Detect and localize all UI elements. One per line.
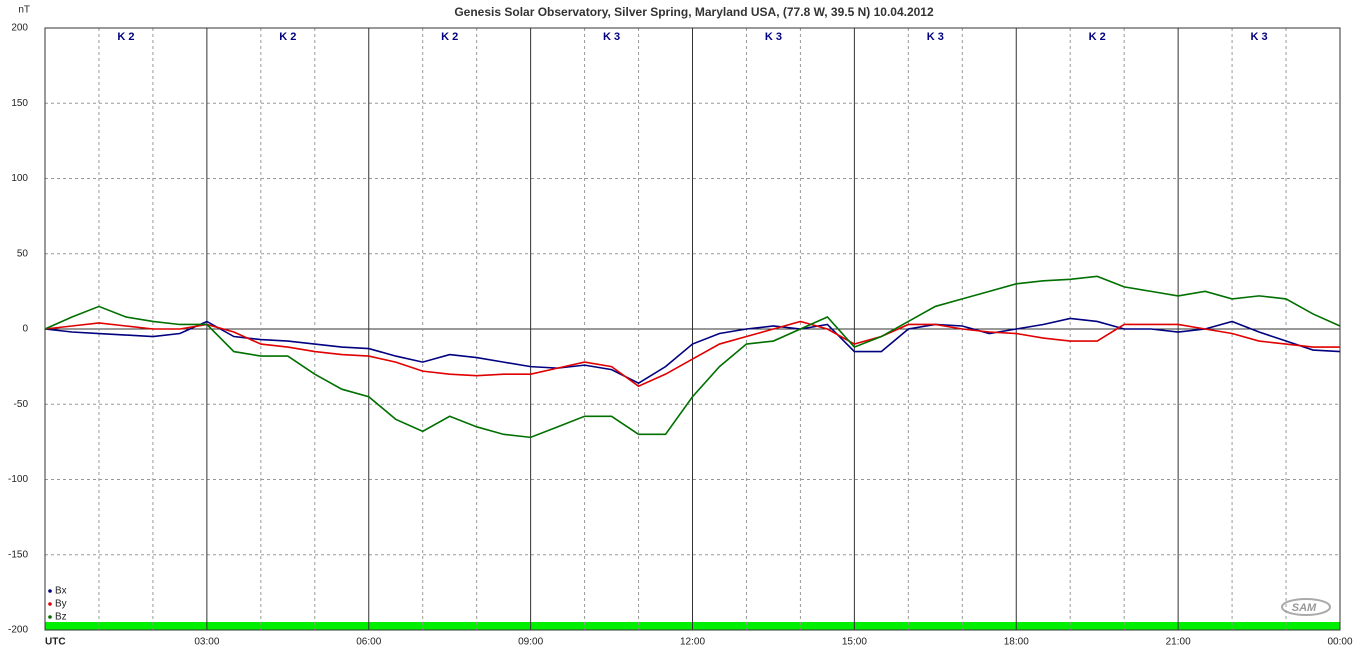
y-unit: nT	[18, 5, 30, 16]
y-tick-label: -50	[14, 399, 29, 410]
y-tick-label: 100	[11, 173, 28, 184]
series-line	[44, 317, 1341, 385]
k-index: K 3	[927, 31, 944, 43]
k-index: K 2	[1089, 31, 1106, 43]
x-tick-label: 06:00	[356, 637, 381, 648]
y-tick-label: -150	[8, 549, 28, 560]
k-index: K 2	[441, 31, 458, 43]
k-index: K 3	[765, 31, 782, 43]
legend-marker	[48, 615, 52, 619]
legend-label: Bx	[55, 586, 67, 597]
x-tick-label: 18:00	[1004, 637, 1029, 648]
x-tick-label: 21:00	[1166, 637, 1191, 648]
x-tick-label: 09:00	[518, 637, 543, 648]
x-tick-label: 12:00	[680, 637, 705, 648]
y-tick-label: 0	[22, 324, 28, 335]
legend-marker	[48, 602, 52, 606]
y-tick-label: 50	[17, 248, 29, 259]
legend-label: Bz	[55, 612, 67, 623]
y-tick-label: -100	[8, 474, 28, 485]
k-index: K 3	[1251, 31, 1268, 43]
chart-title: Genesis Solar Observatory, Silver Spring…	[454, 5, 934, 19]
legend-marker	[48, 589, 52, 593]
logo: SAM	[1292, 602, 1317, 614]
x-tick-label: 15:00	[842, 637, 867, 648]
series-line	[44, 320, 1340, 388]
k-index: K 3	[603, 31, 620, 43]
x-tick-label: 00:00	[1327, 637, 1352, 648]
legend-label: By	[55, 599, 67, 610]
y-tick-label: 200	[11, 23, 28, 34]
y-tick-label: 150	[11, 98, 28, 109]
k-index: K 2	[279, 31, 296, 43]
x-tick-label: UTC	[45, 637, 66, 648]
y-tick-label: -200	[8, 625, 28, 636]
x-tick-label: 03:00	[194, 637, 219, 648]
k-index: K 2	[117, 31, 134, 43]
series-line	[44, 275, 1341, 439]
logo-mark	[1281, 598, 1331, 616]
